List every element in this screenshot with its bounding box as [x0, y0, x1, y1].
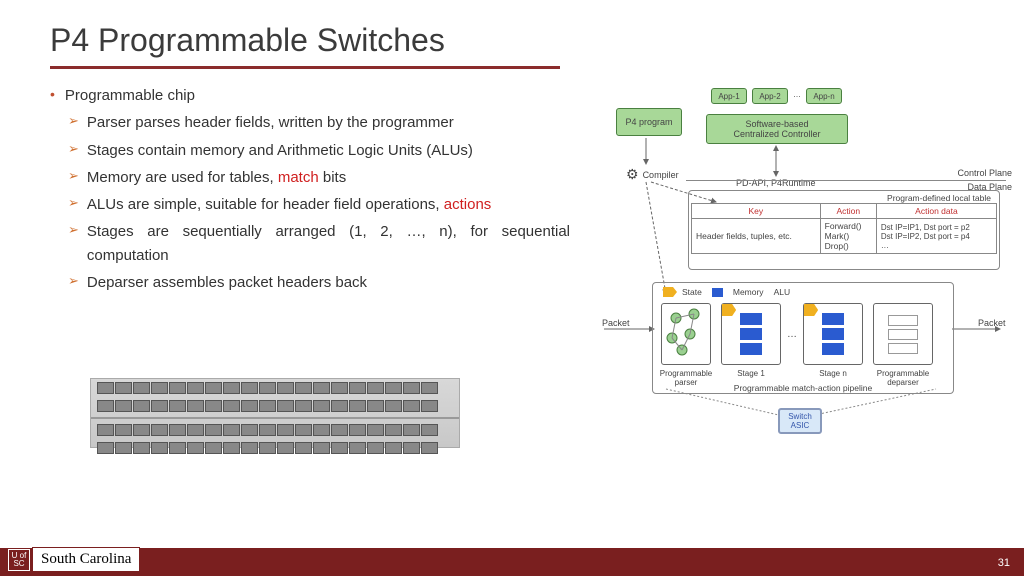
packet-in-label: Packet — [602, 318, 630, 328]
sub-bullet: Parser parses header fields, written by … — [87, 111, 454, 134]
sub-bullet: Deparser assembles packet headers back — [87, 271, 367, 294]
bullet-dot: • — [50, 84, 55, 107]
content-area: • Programmable chip ➢ Parser parses header… — [50, 84, 570, 298]
control-plane-label: Control Plane — [957, 168, 1012, 178]
alu-legend-icon — [663, 287, 677, 297]
stage-n — [803, 303, 863, 365]
arrow-icon: ➢ — [68, 220, 79, 267]
switch-hardware-photo — [90, 378, 460, 448]
packet-out-label: Packet — [978, 318, 1006, 328]
slide-title: P4 Programmable Switches — [50, 22, 445, 59]
arrow-icon: ➢ — [68, 166, 79, 189]
sub-bullet: Memory are used for tables, match bits — [87, 166, 346, 189]
arrow-icon: ➢ — [68, 271, 79, 294]
architecture-diagram: P4 program App-1 App-2 … App-n Software-… — [596, 84, 1014, 434]
sub-bullet: ALUs are simple, suitable for header fie… — [87, 193, 570, 216]
arrow-icon: ➢ — [68, 139, 79, 162]
sub-bullet: Stages are sequentially arranged (1, 2, … — [87, 220, 570, 267]
gear-icon: ⚙ — [626, 166, 639, 183]
switch-asic-box: Switch ASIC — [778, 408, 822, 434]
parser-stage — [661, 303, 711, 365]
title-underline — [50, 66, 560, 69]
local-table-box: Program-defined local table KeyActionAct… — [688, 190, 1000, 270]
footer-bar — [0, 548, 1024, 576]
arrow-icon: ➢ — [68, 193, 79, 216]
main-bullet: Programmable chip — [65, 84, 195, 107]
arrow-icon: ➢ — [68, 111, 79, 134]
plane-divider — [686, 180, 1006, 181]
logo: U of SC South Carolina — [8, 547, 140, 572]
page-number: 31 — [998, 557, 1010, 569]
sub-bullet: Stages contain memory and Arithmetic Log… — [87, 139, 473, 162]
deparser-stage — [873, 303, 933, 365]
pipeline-box: State Memory ALU … Programmable parser S… — [652, 282, 954, 394]
memory-legend-icon — [712, 288, 723, 297]
stage-ellipsis: … — [787, 329, 797, 340]
stage-1 — [721, 303, 781, 365]
compiler-label: ⚙ Compiler — [626, 166, 679, 183]
